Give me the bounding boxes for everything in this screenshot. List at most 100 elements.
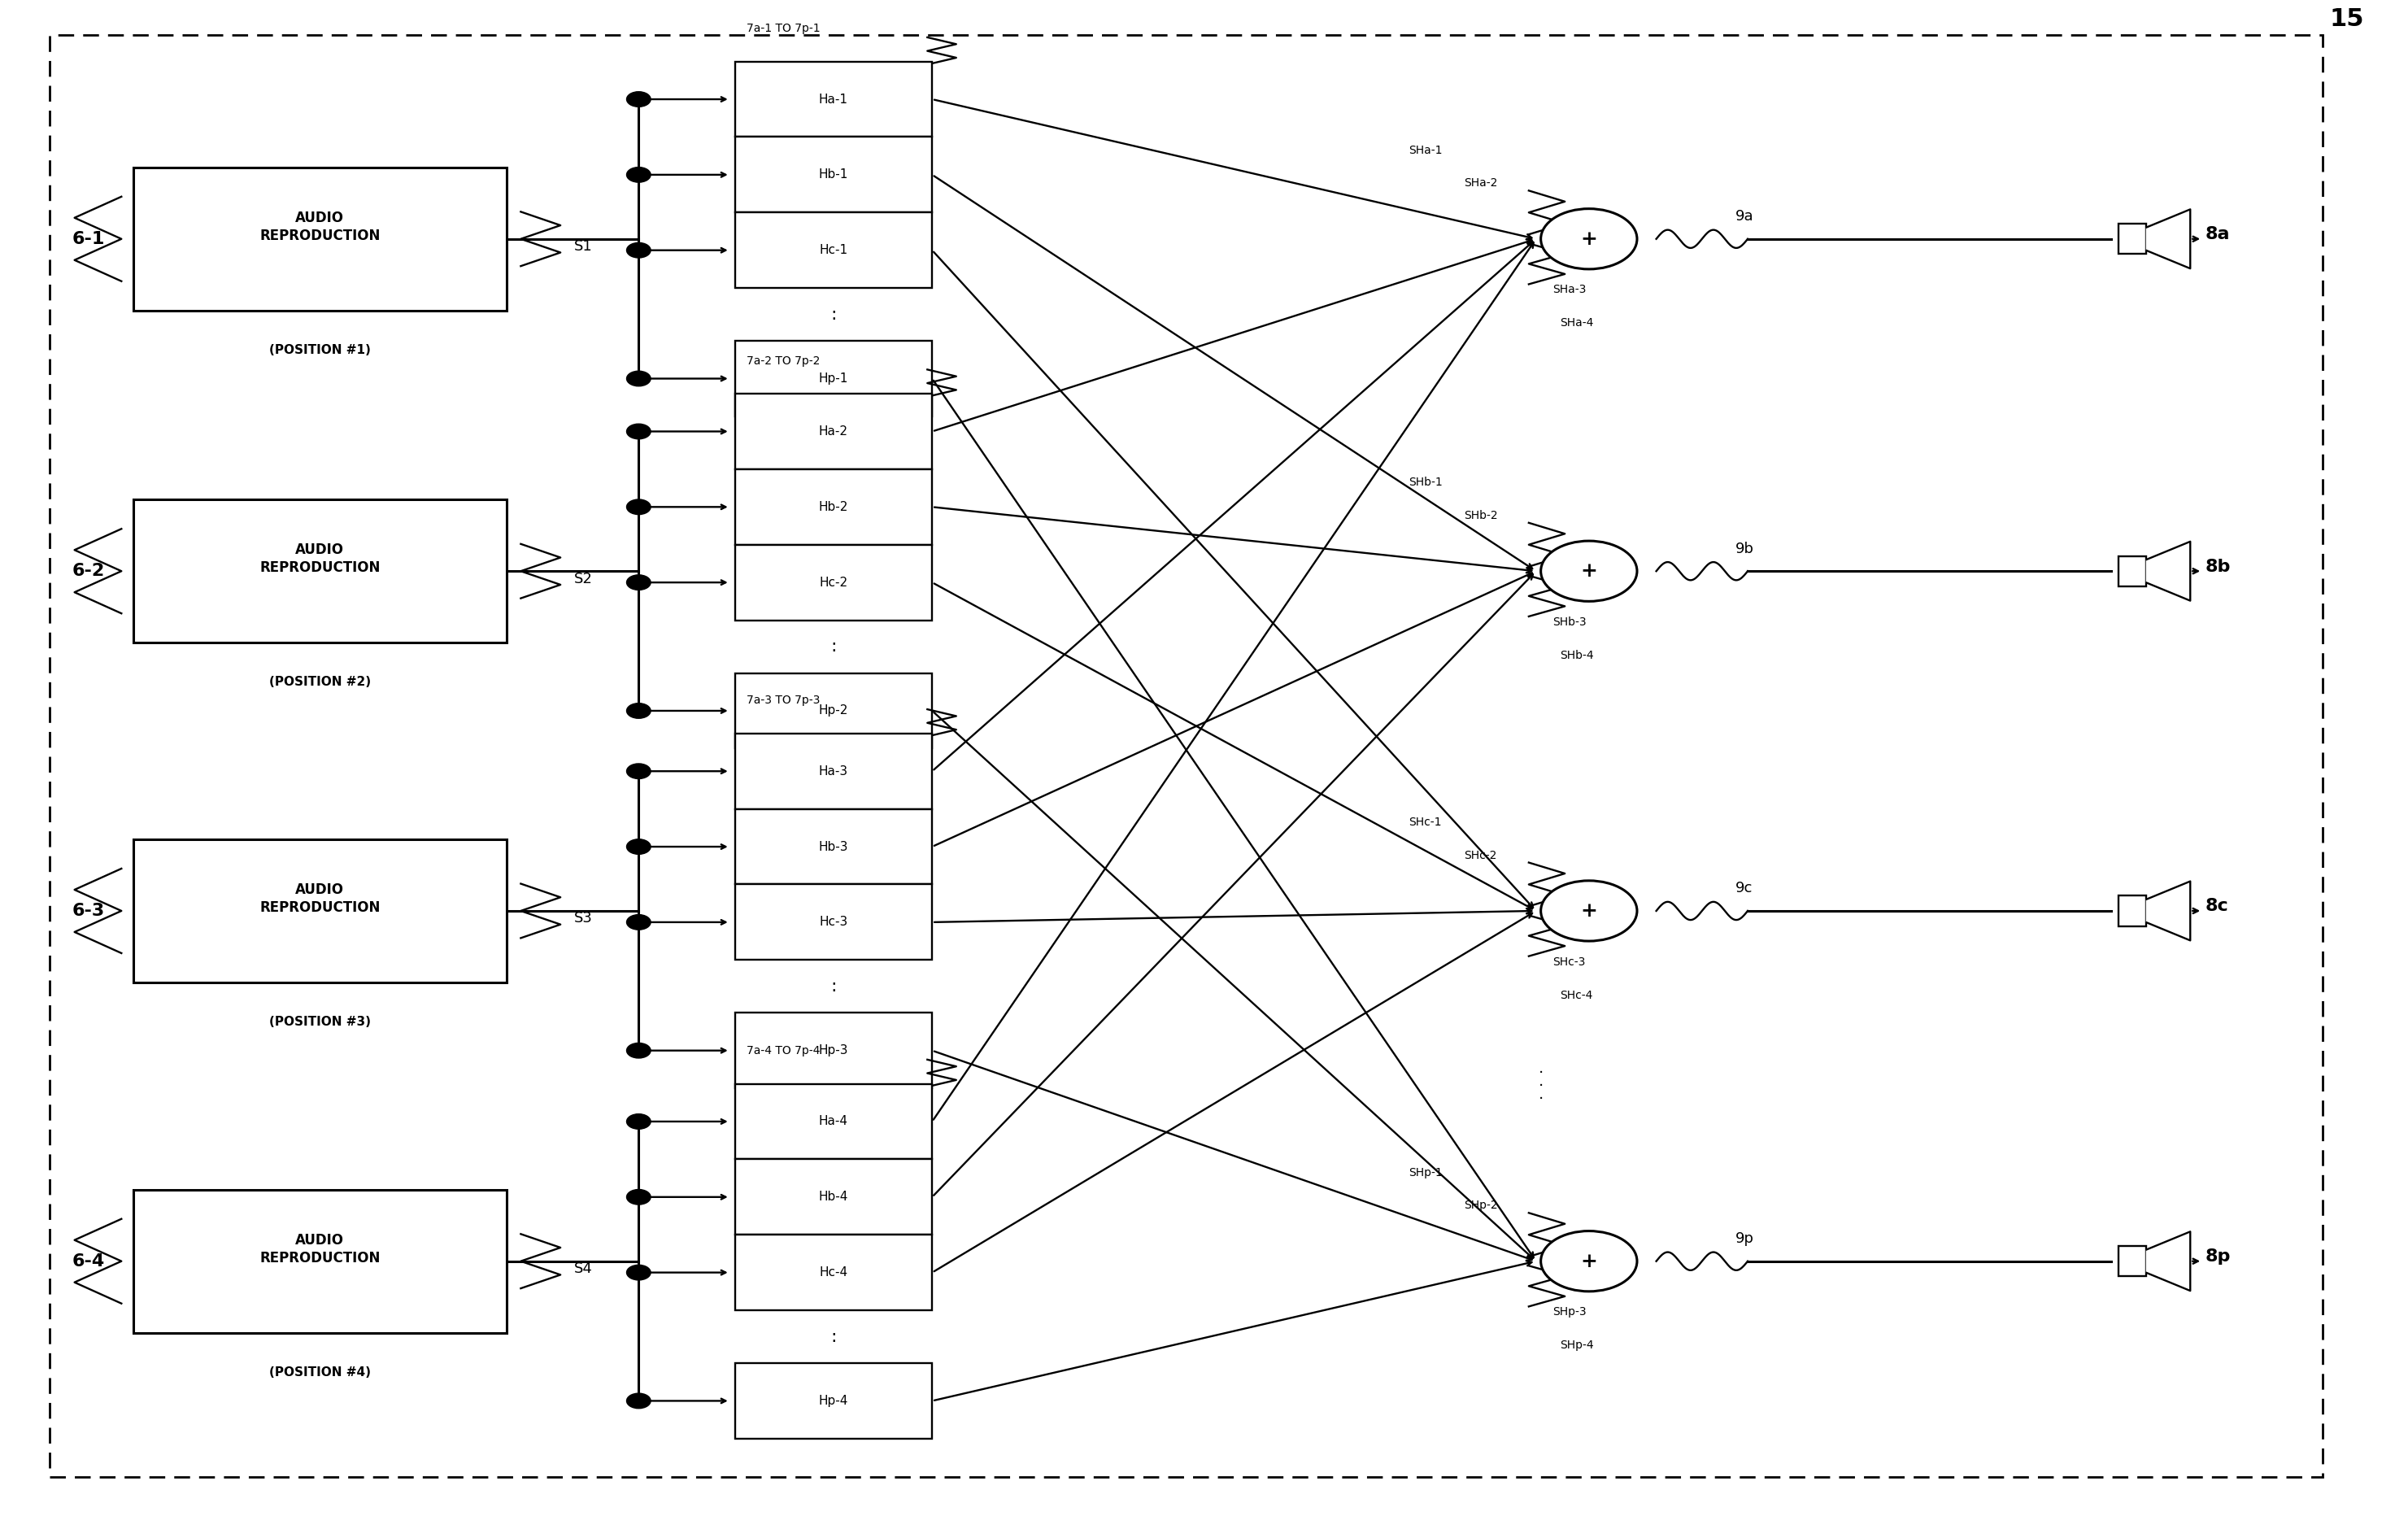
FancyBboxPatch shape [734,1013,932,1088]
Text: SHc-3: SHc-3 [1553,957,1584,967]
Circle shape [626,424,650,440]
Text: :: : [831,638,836,655]
FancyBboxPatch shape [132,840,506,982]
Polygon shape [2146,1231,2191,1290]
Text: 6-3: 6-3 [72,902,104,919]
FancyBboxPatch shape [734,810,932,884]
Text: SHc-2: SHc-2 [1464,849,1498,861]
Text: 7a-3 TO 7p-3: 7a-3 TO 7p-3 [746,694,821,706]
Text: S4: S4 [573,1261,592,1276]
Circle shape [626,499,650,514]
Text: 8c: 8c [2206,897,2227,914]
Circle shape [1541,541,1637,602]
Circle shape [626,840,650,854]
FancyBboxPatch shape [132,1190,506,1333]
Circle shape [626,91,650,106]
Text: Hb-1: Hb-1 [819,168,848,180]
Circle shape [626,764,650,779]
FancyBboxPatch shape [734,884,932,960]
FancyBboxPatch shape [2119,1246,2146,1276]
Text: AUDIO
REPRODUCTION: AUDIO REPRODUCTION [260,211,380,243]
Text: :: : [831,1328,836,1345]
Text: Hc-3: Hc-3 [819,916,848,928]
Circle shape [626,1393,650,1408]
Text: Ha-2: Ha-2 [819,426,848,438]
FancyBboxPatch shape [132,167,506,311]
Text: Hc-1: Hc-1 [819,244,848,256]
Text: SHa-3: SHa-3 [1553,283,1587,296]
Circle shape [626,371,650,387]
Text: SHb-2: SHb-2 [1464,509,1498,522]
Text: Hb-2: Hb-2 [819,500,848,512]
FancyBboxPatch shape [734,1234,932,1310]
Text: 8a: 8a [2206,226,2230,243]
Circle shape [626,1190,650,1205]
Text: +: + [1580,229,1597,249]
Circle shape [626,703,650,719]
Circle shape [1541,1231,1637,1292]
FancyBboxPatch shape [2119,556,2146,587]
Text: SHb-3: SHb-3 [1553,617,1587,628]
Circle shape [1541,209,1637,270]
Text: :: : [831,306,836,323]
Text: Ha-1: Ha-1 [819,92,848,105]
Text: SHa-1: SHa-1 [1409,144,1442,156]
Text: Hc-4: Hc-4 [819,1266,848,1278]
Polygon shape [2146,881,2191,940]
Text: AUDIO
REPRODUCTION: AUDIO REPRODUCTION [260,882,380,916]
Text: +: + [1580,561,1597,581]
Text: SHa-2: SHa-2 [1464,177,1498,190]
Text: (POSITION #3): (POSITION #3) [270,1016,371,1028]
Circle shape [626,167,650,182]
Text: +: + [1580,1251,1597,1270]
Text: Ha-4: Ha-4 [819,1116,848,1128]
FancyBboxPatch shape [734,1363,932,1439]
Text: 15: 15 [2331,8,2365,30]
FancyBboxPatch shape [2119,896,2146,926]
Text: :: : [636,638,641,655]
Text: AUDIO
REPRODUCTION: AUDIO REPRODUCTION [260,1233,380,1266]
Text: Hc-2: Hc-2 [819,576,848,588]
Text: 8p: 8p [2206,1249,2230,1264]
Text: :: : [636,978,641,994]
Text: 9p: 9p [1736,1231,1755,1246]
Text: 6-1: 6-1 [72,230,104,247]
Text: 9a: 9a [1736,209,1753,224]
Text: Hp-1: Hp-1 [819,373,848,385]
Text: SHp-4: SHp-4 [1560,1340,1594,1351]
Text: SHp-2: SHp-2 [1464,1201,1498,1211]
Text: Hb-3: Hb-3 [819,840,848,854]
Text: Hp-3: Hp-3 [819,1045,848,1057]
Text: SHc-4: SHc-4 [1560,990,1592,1001]
FancyBboxPatch shape [734,544,932,620]
Text: (POSITION #1): (POSITION #1) [270,344,371,356]
Text: :: : [636,1328,641,1345]
Text: SHb-4: SHb-4 [1560,650,1594,661]
Text: Hb-4: Hb-4 [819,1192,848,1204]
Text: SHp-3: SHp-3 [1553,1307,1587,1317]
FancyBboxPatch shape [734,212,932,288]
Circle shape [626,1043,650,1058]
Text: S1: S1 [573,240,592,253]
Circle shape [626,1264,650,1280]
Text: SHp-1: SHp-1 [1409,1167,1442,1178]
FancyBboxPatch shape [734,1084,932,1160]
Text: (POSITION #2): (POSITION #2) [270,676,371,688]
Circle shape [626,243,650,258]
FancyBboxPatch shape [734,341,932,417]
FancyBboxPatch shape [734,394,932,468]
Text: 9c: 9c [1736,881,1753,896]
Text: Ha-3: Ha-3 [819,766,848,778]
Text: (POSITION #4): (POSITION #4) [270,1366,371,1378]
Text: SHc-1: SHc-1 [1409,817,1442,828]
Polygon shape [2146,541,2191,600]
Text: 6-2: 6-2 [72,562,104,579]
FancyBboxPatch shape [2119,224,2146,255]
FancyBboxPatch shape [734,673,932,749]
Text: +: + [1580,901,1597,920]
FancyBboxPatch shape [132,499,506,643]
Text: 7a-4 TO 7p-4: 7a-4 TO 7p-4 [746,1045,821,1057]
Text: 8b: 8b [2206,558,2230,575]
Text: AUDIO
REPRODUCTION: AUDIO REPRODUCTION [260,543,380,576]
Circle shape [626,575,650,590]
